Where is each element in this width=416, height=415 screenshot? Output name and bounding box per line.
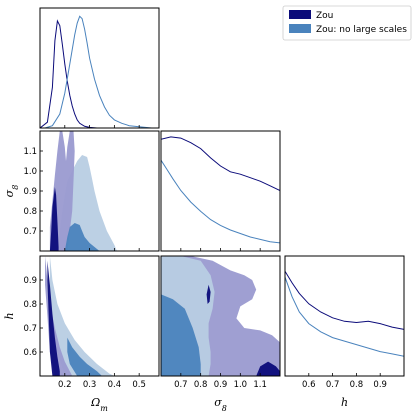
contour-panel-s8_vs_om (49, 131, 117, 251)
marginal-line-om (44, 15, 152, 128)
x-tick-label-h: 0.7 (326, 380, 340, 390)
x-tick-label-s8: 0.9 (214, 380, 228, 390)
legend-swatch (289, 10, 311, 19)
contour-h_vs_om (49, 256, 115, 376)
contour-h_vs_s8 (161, 294, 201, 376)
x-tick-label-om: 0.4 (108, 380, 122, 390)
legend: Zou Zou: no large scales (282, 5, 412, 41)
x-tick-label-s8: 1.0 (234, 380, 248, 390)
legend-label: Zou (316, 11, 333, 21)
panel-frame-s8 (160, 130, 281, 252)
marginal-line-h (285, 276, 404, 357)
x-label-om-subscript: m (100, 404, 108, 413)
x-label-s8-text: σ8 (214, 396, 227, 413)
y-tick-label-s8: 1.1 (23, 147, 37, 157)
y-tick-label-s8: 0.9 (23, 187, 37, 197)
x-tick-label-om: 0.3 (83, 380, 97, 390)
x-label-s8: σ8 (214, 396, 227, 413)
y-label-s8-text: σ8 (3, 185, 20, 198)
y-label-s8-symbol: σ (3, 189, 16, 197)
x-label-h-symbol: h (341, 396, 348, 409)
marginal-line-h (285, 270, 404, 330)
x-tick-label-s8: 0.7 (174, 380, 188, 390)
panel-frame-h_vs_om (39, 255, 160, 377)
x-tick-label-om: 0.5 (132, 380, 146, 390)
contour-h_vs_om (47, 260, 60, 376)
y-tick-label-h: 0.8 (23, 300, 37, 310)
x-tick-label-h: 0.6 (302, 380, 316, 390)
legend-label: Zou: no large scales (316, 25, 407, 35)
x-label-s8-symbol: σ (214, 396, 222, 409)
y-tick-label-h: 0.7 (23, 324, 37, 334)
x-label-om-symbol: Ω (90, 396, 100, 409)
x-tick-label-h: 0.8 (350, 380, 364, 390)
contour-panel-h_vs_s8 (161, 256, 280, 376)
x-tick-label-om: 0.2 (58, 380, 72, 390)
panel-frame-h (284, 255, 405, 377)
panel-frame-om (39, 7, 160, 129)
x-label-h: h (341, 396, 348, 409)
y-tick-label-s8: 0.8 (23, 207, 37, 217)
contour-panel-h_vs_om (45, 256, 115, 376)
y-label-s8-subscript: 8 (11, 185, 20, 190)
y-tick-label-s8: 0.7 (23, 227, 37, 237)
contour-s8_vs_om (64, 223, 100, 251)
y-tick-label-h: 0.6 (23, 348, 37, 358)
marginal-om (40, 15, 152, 128)
y-tick-label-s8: 1.0 (23, 167, 37, 177)
marginal-line-s8 (161, 159, 280, 244)
y-label-s8: σ8 (3, 185, 20, 198)
x-label-s8-subscript: 8 (222, 404, 227, 413)
y-label-h-symbol: h (3, 312, 16, 319)
x-label-om-text: Ωm (90, 396, 108, 413)
contour-h_vs_s8 (206, 284, 211, 304)
marginal-s8 (161, 136, 280, 244)
marginal-line-s8 (161, 136, 280, 191)
x-tick-label-s8: 0.8 (194, 380, 208, 390)
contour-s8_vs_om (49, 187, 59, 251)
contour-h_vs_om (67, 337, 102, 376)
y-label-h-text: h (3, 312, 16, 319)
x-label-h-text: h (341, 396, 348, 409)
legend-box (282, 5, 412, 41)
contour-h_vs_s8 (256, 361, 280, 376)
y-tick-label-h: 0.9 (23, 276, 37, 286)
marginal-h (285, 270, 404, 357)
x-label-om: Ωm (90, 396, 108, 413)
legend-swatch (289, 24, 311, 33)
x-tick-label-s8: 1.1 (253, 380, 267, 390)
y-label-h: h (3, 312, 16, 319)
x-tick-label-h: 0.9 (373, 380, 387, 390)
